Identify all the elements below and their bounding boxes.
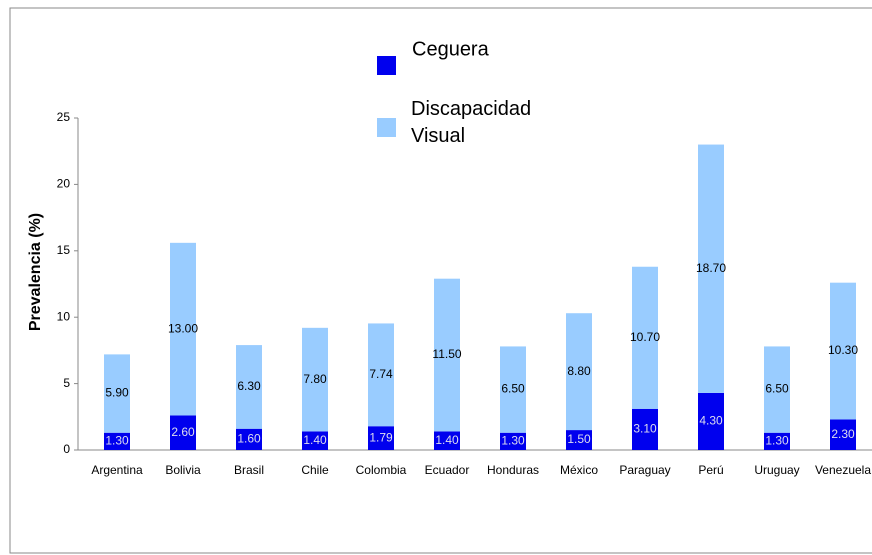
bar-segment bbox=[302, 327, 328, 432]
bar-segment bbox=[104, 432, 130, 450]
y-tick-label: 15 bbox=[57, 243, 71, 257]
data-label: 6.50 bbox=[501, 382, 525, 396]
bar-segment bbox=[434, 431, 460, 450]
legend-label: Ceguera bbox=[412, 38, 490, 60]
data-label: 2.30 bbox=[831, 427, 855, 441]
data-label: 4.30 bbox=[699, 414, 723, 428]
x-tick-label: México bbox=[560, 463, 598, 477]
y-tick-label: 5 bbox=[63, 376, 70, 390]
x-tick-label: Bolivia bbox=[165, 463, 201, 477]
data-label: 11.50 bbox=[432, 347, 461, 361]
bar-segment bbox=[170, 415, 196, 450]
bar-segment bbox=[368, 426, 394, 450]
legend-swatch bbox=[377, 118, 396, 137]
data-label: 1.40 bbox=[435, 433, 459, 447]
bar-segment bbox=[500, 346, 526, 433]
x-tick-label: Perú bbox=[698, 463, 723, 477]
bar-segment bbox=[632, 266, 658, 409]
data-label: 10.70 bbox=[630, 330, 660, 344]
bar-segment bbox=[236, 345, 262, 429]
data-label: 3.10 bbox=[633, 422, 657, 436]
y-tick-label: 20 bbox=[57, 177, 71, 191]
data-label: 5.90 bbox=[105, 386, 129, 400]
bar-segment bbox=[830, 282, 856, 420]
y-tick-label: 0 bbox=[63, 442, 70, 456]
data-label: 7.74 bbox=[369, 367, 393, 381]
data-label: 6.30 bbox=[237, 379, 261, 393]
y-axis-label: Prevalencia (%) bbox=[27, 213, 44, 331]
bar-segment bbox=[632, 408, 658, 450]
data-label: 13.00 bbox=[168, 321, 198, 335]
data-label: 6.50 bbox=[765, 382, 789, 396]
data-label: 2.60 bbox=[171, 425, 195, 439]
data-label: 1.30 bbox=[501, 434, 525, 448]
bar-segment bbox=[368, 323, 394, 427]
bar-segment bbox=[764, 432, 790, 450]
x-tick-label: Chile bbox=[301, 463, 329, 477]
data-label: 7.80 bbox=[303, 372, 327, 386]
bar-segment bbox=[830, 419, 856, 450]
bar-segment bbox=[170, 242, 196, 416]
x-tick-label: Brasil bbox=[234, 463, 264, 477]
x-tick-label: Colombia bbox=[356, 463, 407, 477]
data-label: 1.30 bbox=[765, 434, 789, 448]
data-label: 1.79 bbox=[369, 430, 393, 444]
bar-segment bbox=[434, 278, 460, 432]
y-tick-label: 25 bbox=[57, 110, 71, 124]
data-label: 1.40 bbox=[303, 433, 327, 447]
data-label: 1.60 bbox=[237, 432, 261, 446]
data-label: 1.50 bbox=[567, 432, 591, 446]
bar-segment bbox=[236, 428, 262, 450]
data-label: 18.70 bbox=[696, 261, 726, 275]
legend-label: Discapacidad Visual bbox=[411, 98, 532, 147]
y-tick-label: 10 bbox=[57, 309, 71, 323]
bar-segment bbox=[104, 354, 130, 433]
data-label: 1.30 bbox=[105, 434, 129, 448]
data-label: 8.80 bbox=[567, 364, 591, 378]
x-tick-label: Argentina bbox=[91, 463, 143, 477]
x-tick-label: Venezuela bbox=[815, 463, 871, 477]
legend-swatch bbox=[377, 56, 396, 75]
x-tick-label: Uruguay bbox=[754, 463, 799, 477]
bar-segment bbox=[764, 346, 790, 433]
bar-segment bbox=[566, 313, 592, 431]
bar-segment bbox=[302, 431, 328, 450]
bar-segment bbox=[698, 392, 724, 450]
data-label: 10.30 bbox=[828, 343, 858, 357]
bar-segment bbox=[500, 432, 526, 450]
bar-segment bbox=[566, 430, 592, 450]
bar-segment bbox=[698, 144, 724, 393]
x-tick-label: Honduras bbox=[487, 463, 539, 477]
x-tick-label: Paraguay bbox=[619, 463, 670, 477]
x-tick-label: Ecuador bbox=[425, 463, 470, 477]
frame bbox=[9, 7, 872, 554]
